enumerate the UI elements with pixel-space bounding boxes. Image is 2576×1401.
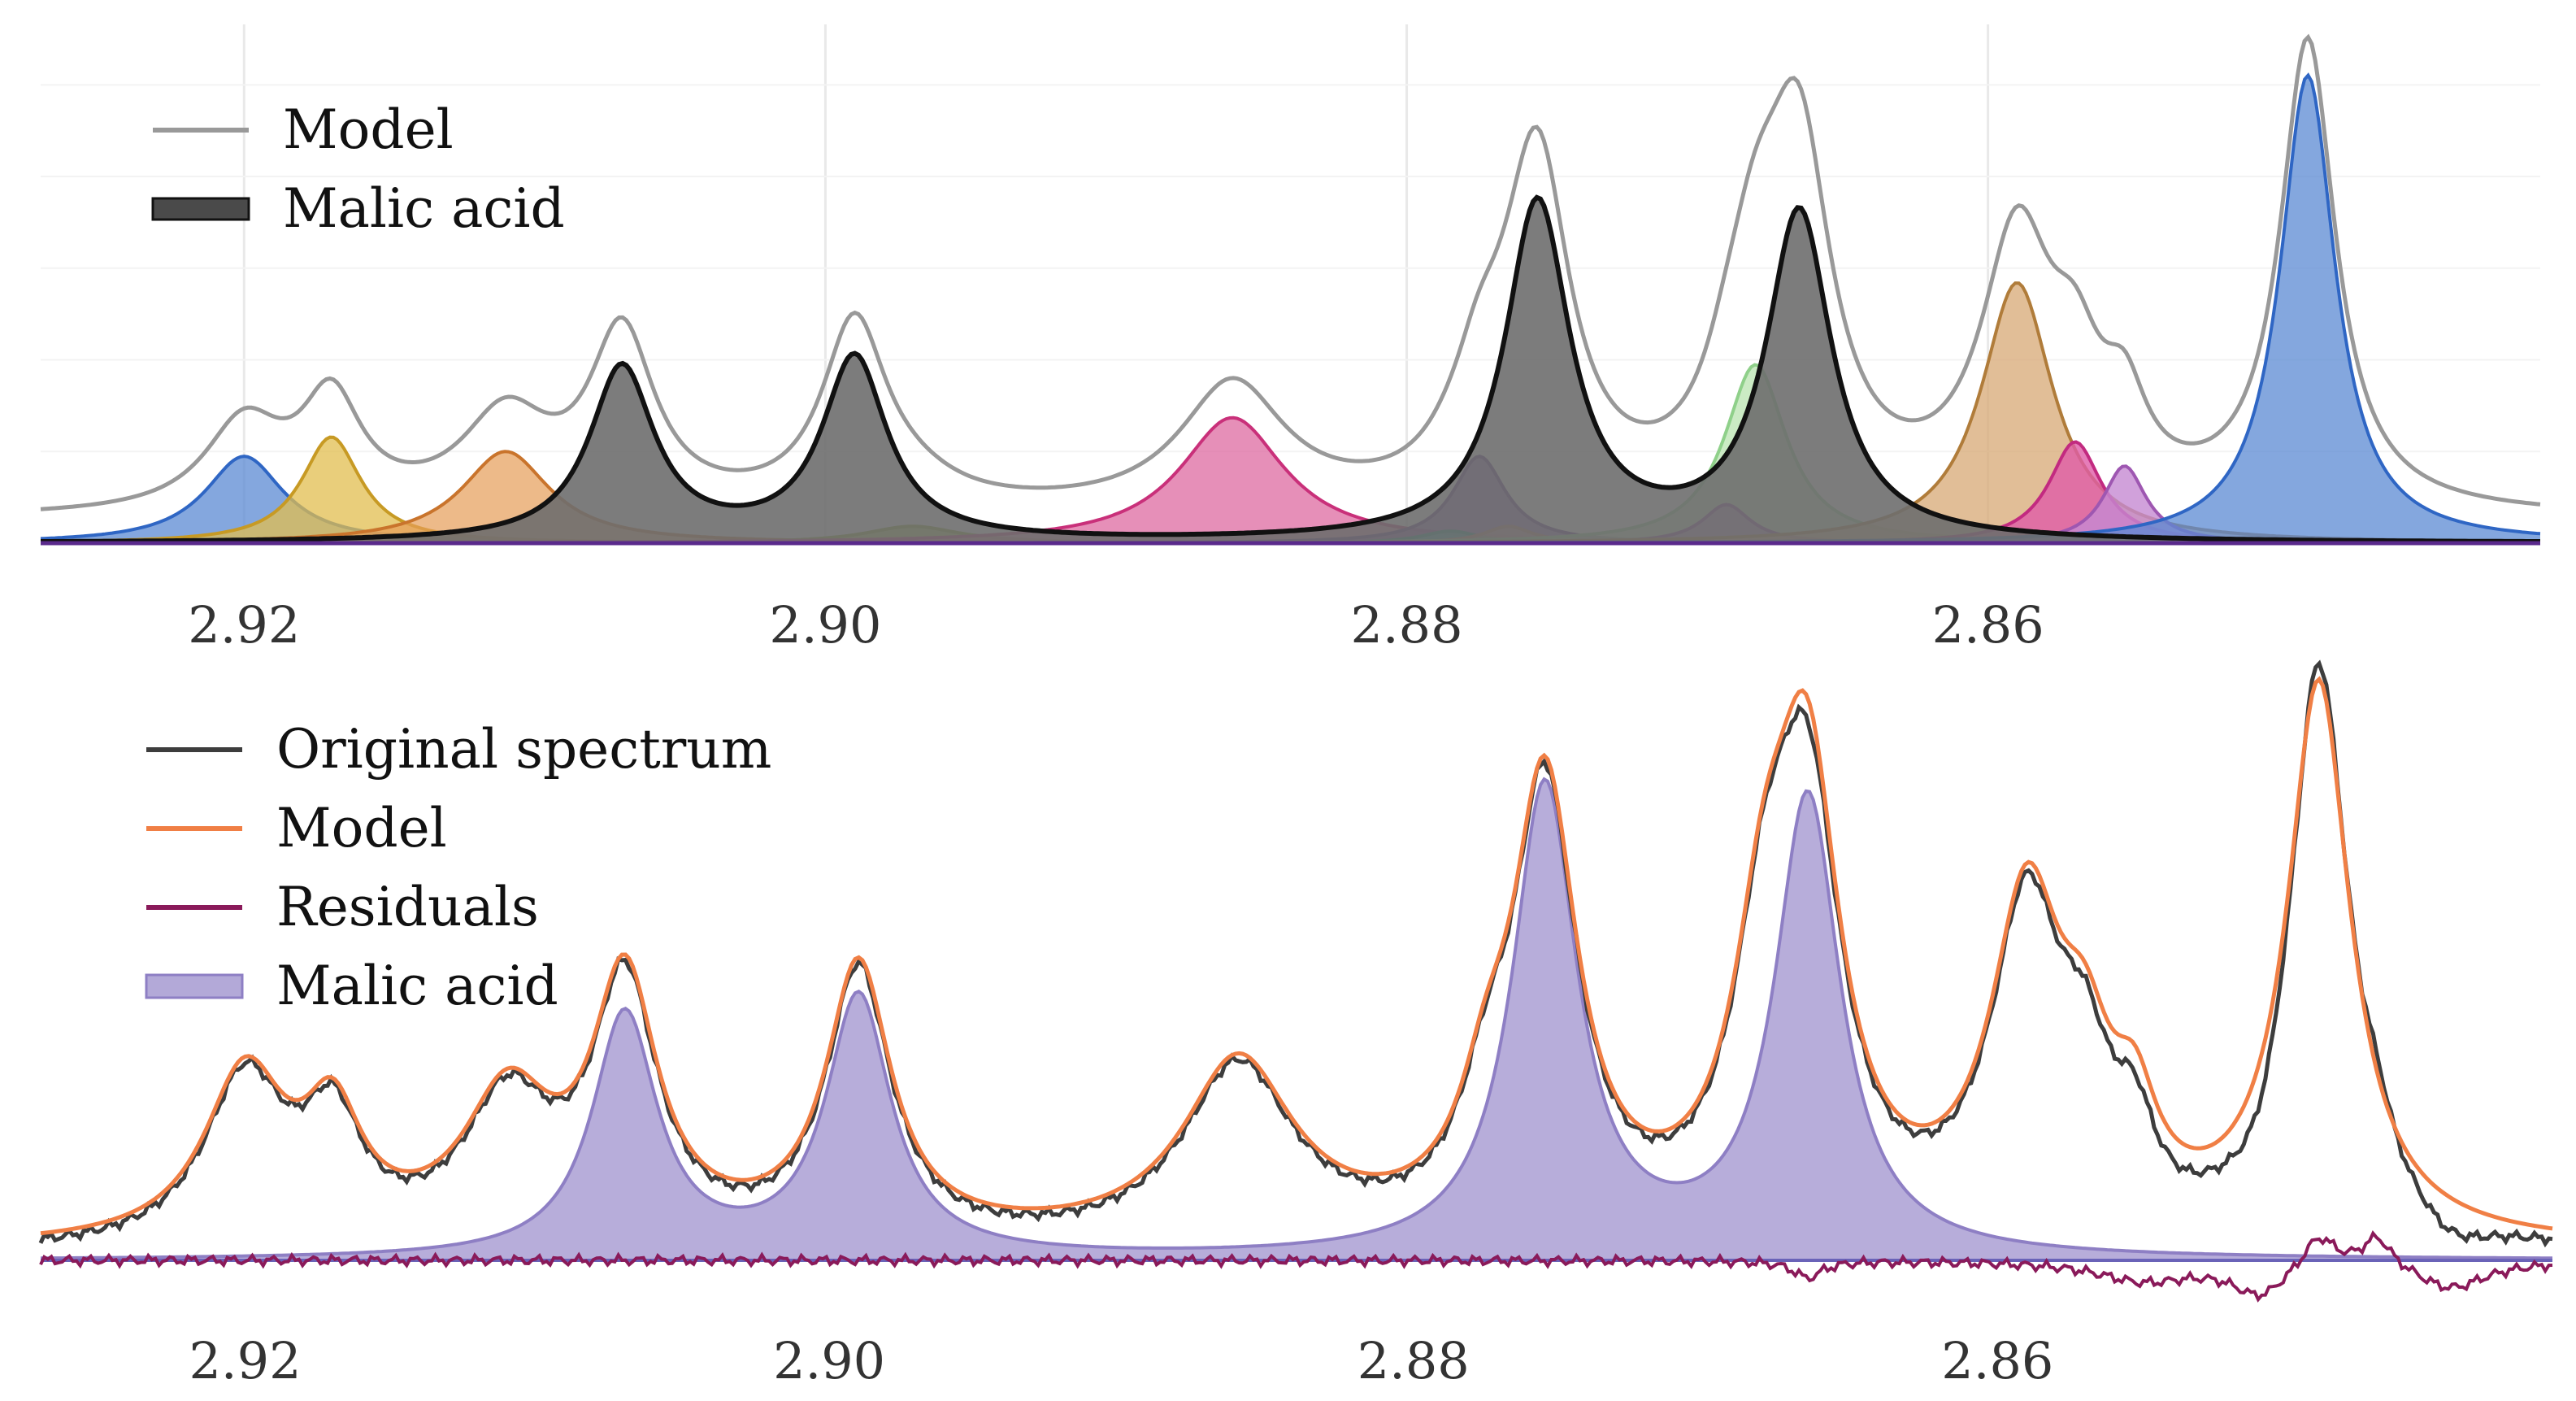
bottom-legend: Original spectrum Model Residuals Malic aci… xyxy=(145,718,771,1017)
top-x-tick-label: 2.90 xyxy=(769,595,881,655)
bottom-legend-label-1: Model xyxy=(276,797,447,859)
top-x-tick-label: 2.92 xyxy=(188,595,300,655)
bottom-series xyxy=(38,659,2553,1303)
top-model-curve xyxy=(40,33,2541,511)
top-panel: 2.92 2.90 2.88 2.86 Model Malic acid xyxy=(40,24,2541,655)
top-legend-key-1 xyxy=(151,197,250,221)
bottom-x-tick-label: 2.86 xyxy=(1941,1331,2053,1390)
bottom-panel: 2.92 2.90 2.88 2.86 Original spectrum Model R… xyxy=(38,659,2553,1390)
component-area-4 xyxy=(41,417,2540,543)
top-gridlines xyxy=(41,24,2540,543)
component-area-1 xyxy=(41,437,2540,543)
top-x-tick-label: 2.88 xyxy=(1350,595,1462,655)
top-x-axis: 2.92 2.90 2.88 2.86 xyxy=(188,595,2044,655)
residuals-line xyxy=(39,1229,2553,1303)
top-legend-label-1: Malic acid xyxy=(283,177,565,240)
top-x-tick-label: 2.86 xyxy=(1932,595,2044,655)
bottom-x-tick-label: 2.90 xyxy=(773,1331,885,1390)
bottom-x-tick-label: 2.88 xyxy=(1358,1331,1470,1390)
top-model-line xyxy=(40,33,2541,511)
malic-acid-line xyxy=(41,194,2540,544)
bottom-legend-label-3: Malic acid xyxy=(276,955,558,1017)
bottom-x-tick-label: 2.92 xyxy=(189,1331,301,1390)
model-line xyxy=(40,676,2553,1236)
bottom-x-axis: 2.92 2.90 2.88 2.86 xyxy=(189,1331,2053,1390)
component-area-2 xyxy=(41,451,2540,543)
component-area-13 xyxy=(41,75,2540,544)
bottom-malic-acid-line xyxy=(41,777,2552,1260)
component-area-10 xyxy=(41,283,2540,543)
bottom-legend-label-2: Residuals xyxy=(276,876,539,938)
bottom-legend-key-3 xyxy=(145,973,244,999)
bottom-legend-label-0: Original spectrum xyxy=(276,718,771,781)
top-legend: Model Malic acid xyxy=(151,98,565,240)
top-component-fills xyxy=(40,72,2541,546)
top-legend-label-0: Model xyxy=(283,98,454,161)
